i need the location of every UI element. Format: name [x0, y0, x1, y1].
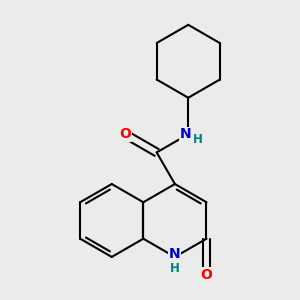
Text: O: O: [200, 268, 212, 282]
Text: H: H: [193, 133, 203, 146]
Text: N: N: [180, 127, 191, 141]
Text: H: H: [170, 262, 180, 275]
Text: N: N: [169, 247, 181, 261]
Text: O: O: [119, 127, 131, 141]
